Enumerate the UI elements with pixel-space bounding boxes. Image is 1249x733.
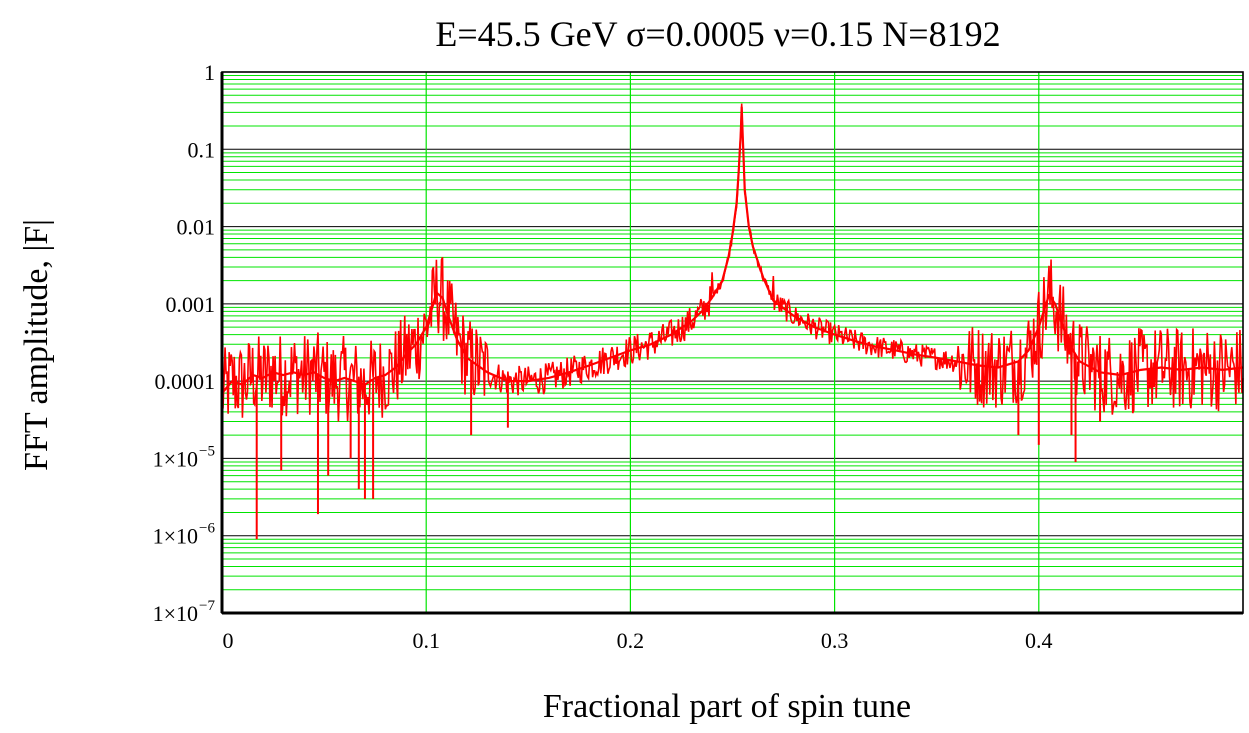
y-tick-label: 0.001: [166, 292, 216, 317]
y-tick-exponent: −6: [199, 521, 215, 537]
x-tick-label: 0.2: [617, 628, 645, 653]
y-tick-exponent: −5: [199, 443, 215, 459]
x-tick-label: 0.1: [412, 628, 440, 653]
y-tick-exponent: −7: [199, 598, 215, 614]
y-axis-label: FFT amplitude, |F|: [18, 219, 55, 471]
x-tick-label: 0.4: [1025, 628, 1053, 653]
series-group: [221, 103, 1244, 540]
x-tick-label: 0: [223, 628, 234, 653]
y-tick-label: 0.1: [188, 137, 216, 162]
y-tick-label: 1×10: [153, 524, 198, 549]
y-tick-label: 1: [204, 60, 215, 85]
y-tick-label: 1×10: [153, 446, 198, 471]
chart-title: E=45.5 GeV σ=0.0005 ν=0.15 N=8192: [435, 14, 1000, 54]
series-noise: [221, 103, 1244, 422]
y-tick-label: 0.01: [177, 215, 216, 240]
x-axis-label: Fractional part of spin tune: [543, 688, 911, 725]
plot-frame: [220, 71, 1244, 615]
y-tick-label: 0.0001: [155, 369, 216, 394]
y-tick-label: 1×10: [153, 601, 198, 626]
minor-gridlines: [222, 75, 1243, 591]
x-tick-label: 0.3: [821, 628, 849, 653]
x-tick-labels: 0 0.1 0.2 0.3 0.4: [223, 628, 1053, 653]
